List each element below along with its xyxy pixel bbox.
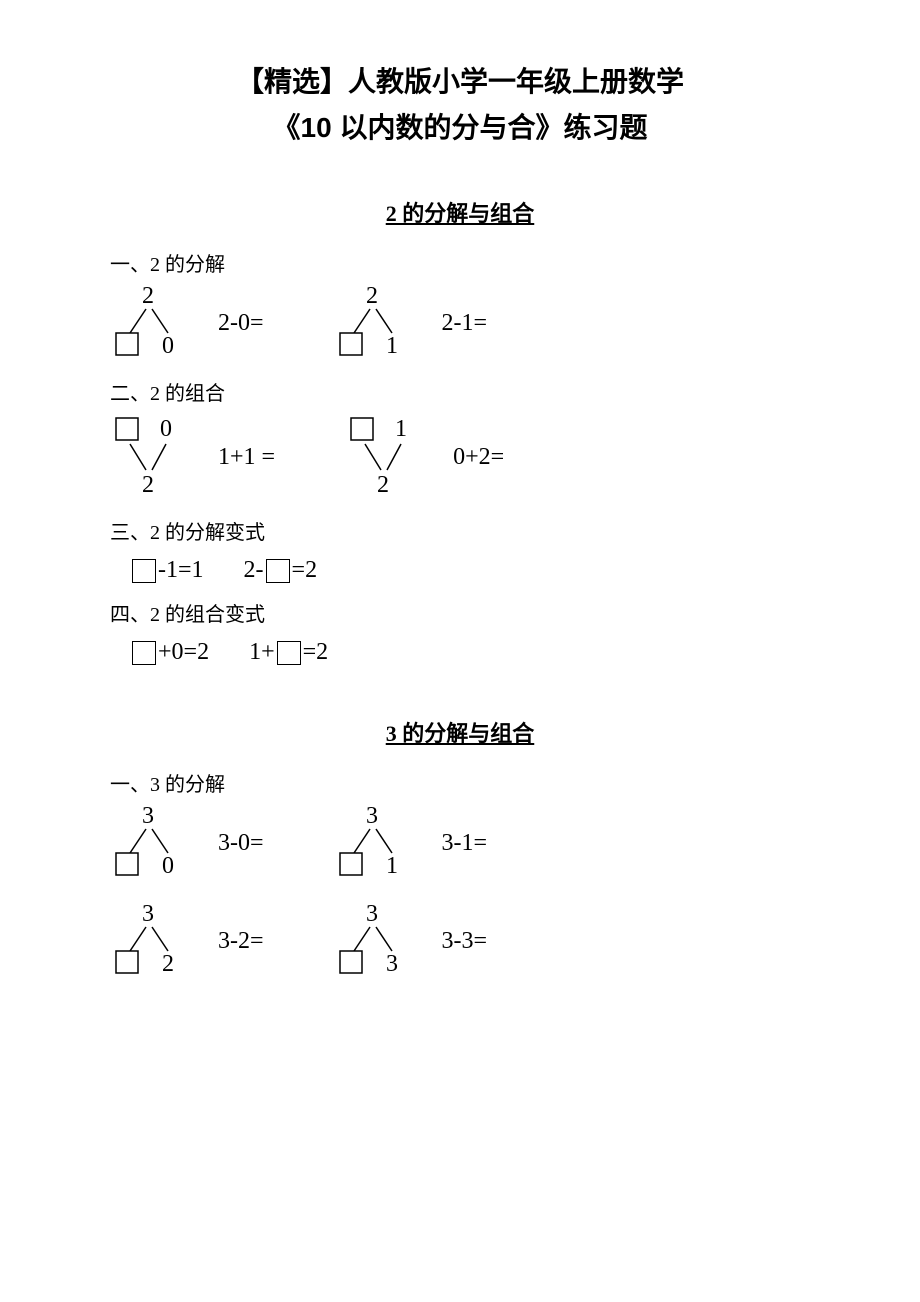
split-diagram: 3 0 <box>110 803 200 883</box>
subheading-2-compose: 二、2 的组合 <box>110 377 810 406</box>
eq-text-pre: 2- <box>244 557 264 584</box>
eq-text-post: =2 <box>292 557 318 584</box>
blank-box[interactable] <box>116 853 138 875</box>
page-title-1: 【精选】人教版小学一年级上册数学 <box>110 60 810 100</box>
blank-box[interactable] <box>340 951 362 973</box>
merge-diagram: 0 2 <box>110 412 200 502</box>
blank-box[interactable] <box>351 418 373 440</box>
equation: 3-2= <box>218 928 264 955</box>
split-top: 3 <box>142 803 154 829</box>
page-title-2: 《10 以内数的分与合》练习题 <box>110 106 810 146</box>
eq-text: +0=2 <box>158 639 209 666</box>
merge-top-right: 0 <box>160 416 172 442</box>
row-3-decompose-b: 3 2 3-2= 3 3 3-3= <box>110 901 810 981</box>
section-title-2: 2 的分解与组合 <box>110 196 810 228</box>
split-right: 2 <box>162 951 174 977</box>
split-right: 0 <box>162 333 174 359</box>
row-2-compose: 0 2 1+1 = 1 2 0+2= <box>110 412 810 502</box>
eq-text-post: =2 <box>303 639 329 666</box>
row-3-decompose-a: 3 0 3-0= 3 1 3-1= <box>110 803 810 883</box>
blank-box[interactable] <box>277 641 301 665</box>
subheading-2-decompose-var: 三、2 的分解变式 <box>110 516 810 545</box>
blank-box[interactable] <box>116 333 138 355</box>
merge-bottom: 2 <box>377 472 389 498</box>
split-diagram: 3 3 <box>334 901 424 981</box>
blank-box[interactable] <box>132 559 156 583</box>
blank-box[interactable] <box>340 333 362 355</box>
equation: 2-0= <box>218 310 264 337</box>
merge-bottom: 2 <box>142 472 154 498</box>
equation: 3-0= <box>218 830 264 857</box>
subheading-2-compose-var: 四、2 的组合变式 <box>110 598 810 627</box>
blank-box[interactable] <box>266 559 290 583</box>
blank-box[interactable] <box>116 951 138 973</box>
row-2-decompose: 2 0 2-0= 2 1 2-1= <box>110 283 810 363</box>
blank-box[interactable] <box>340 853 362 875</box>
pair-2-c2: 1 2 0+2= <box>345 412 504 502</box>
pair-3-d2: 3 1 3-1= <box>334 803 488 883</box>
blank-box[interactable] <box>116 418 138 440</box>
merge-top-right: 1 <box>395 416 407 442</box>
split-right: 1 <box>386 853 398 879</box>
pair-3-d1: 3 0 3-0= <box>110 803 264 883</box>
subheading-2-decompose: 一、2 的分解 <box>110 248 810 277</box>
split-diagram: 2 0 <box>110 283 200 363</box>
split-top: 2 <box>142 283 154 309</box>
split-top: 3 <box>366 901 378 927</box>
subheading-3-decompose: 一、3 的分解 <box>110 768 810 797</box>
pair-2-d2: 2 1 2-1= <box>334 283 488 363</box>
split-right: 1 <box>386 333 398 359</box>
split-top: 3 <box>366 803 378 829</box>
equation: 3-1= <box>442 830 488 857</box>
equation: 1+1 = <box>218 444 275 471</box>
equation: 2-1= <box>442 310 488 337</box>
row-2-decompose-var: -1=1 2- =2 <box>110 557 810 584</box>
split-top: 3 <box>142 901 154 927</box>
row-2-compose-var: +0=2 1+ =2 <box>110 639 810 666</box>
section-title-3: 3 的分解与组合 <box>110 716 810 748</box>
pair-2-c1: 0 2 1+1 = <box>110 412 275 502</box>
equation: 0+2= <box>453 444 504 471</box>
pair-2-d1: 2 0 2-0= <box>110 283 264 363</box>
eq-var-4: 1+ =2 <box>249 639 328 666</box>
worksheet-page: 【精选】人教版小学一年级上册数学 《10 以内数的分与合》练习题 2 的分解与组… <box>0 0 920 1043</box>
eq-var-1: -1=1 <box>130 557 204 584</box>
split-diagram: 2 1 <box>334 283 424 363</box>
split-right: 0 <box>162 853 174 879</box>
pair-3-d3: 3 2 3-2= <box>110 901 264 981</box>
split-diagram: 3 2 <box>110 901 200 981</box>
eq-var-2: 2- =2 <box>244 557 318 584</box>
eq-var-3: +0=2 <box>130 639 209 666</box>
equation: 3-3= <box>442 928 488 955</box>
merge-diagram: 1 2 <box>345 412 435 502</box>
split-right: 3 <box>386 951 398 977</box>
blank-box[interactable] <box>132 641 156 665</box>
pair-3-d4: 3 3 3-3= <box>334 901 488 981</box>
eq-text-pre: 1+ <box>249 639 275 666</box>
split-diagram: 3 1 <box>334 803 424 883</box>
eq-text: -1=1 <box>158 557 204 584</box>
split-top: 2 <box>366 283 378 309</box>
